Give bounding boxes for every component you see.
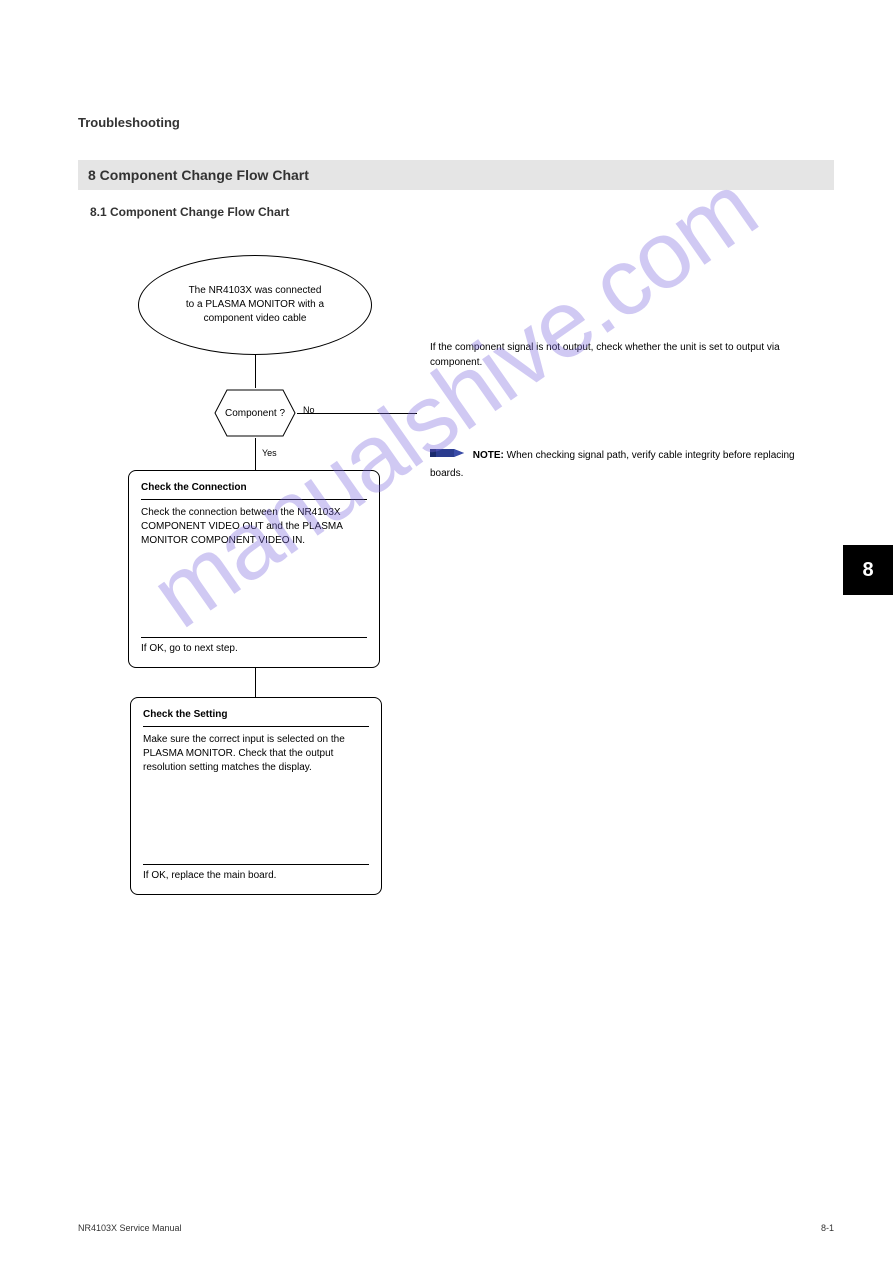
flowchart-start-ellipse: The NR4103X was connected to a PLASMA MO… (138, 255, 372, 355)
pointer-hand-icon (430, 445, 466, 466)
flowchart-decision-hexagon: Component ? (213, 388, 297, 438)
section-header: 8 Component Change Flow Chart (78, 160, 834, 190)
flowchart-connector (255, 668, 256, 697)
flowchart-process-box-2: Check the Setting Make sure the correct … (130, 697, 382, 895)
flowchart-connector (297, 413, 417, 414)
process-box-2-footer: If OK, replace the main board. (143, 864, 369, 883)
section-subtitle: 8.1 Component Change Flow Chart (90, 205, 289, 219)
page-footer: NR4103X Service Manual 8-1 (78, 1223, 834, 1233)
footer-left: NR4103X Service Manual (78, 1223, 182, 1233)
chapter-title: Troubleshooting (78, 115, 180, 130)
flowchart-connector (255, 355, 256, 388)
process-box-2-body: Make sure the correct input is selected … (143, 733, 369, 858)
hexagon-label: Component ? (225, 408, 285, 419)
ellipse-line-1: The NR4103X was connected (189, 284, 322, 298)
ellipse-line-2: to a PLASMA MONITOR with a (186, 298, 324, 312)
process-box-1-body: Check the connection between the NR4103X… (141, 506, 367, 631)
process-box-1-footer: If OK, go to next step. (141, 637, 367, 656)
chapter-side-tab: 8 (843, 545, 893, 595)
branch-label-no: No (303, 405, 315, 415)
flowchart-connector (255, 438, 256, 470)
side-note-1: If the component signal is not output, c… (430, 340, 830, 370)
flowchart-process-box-1: Check the Connection Check the connectio… (128, 470, 380, 668)
side-note-2-prefix: NOTE: (473, 450, 504, 461)
ellipse-line-3: component video cable (204, 312, 307, 326)
process-box-2-title: Check the Setting (143, 708, 369, 727)
side-note-2: NOTE: When checking signal path, verify … (430, 445, 830, 481)
branch-label-yes: Yes (262, 448, 277, 458)
footer-right: 8-1 (821, 1223, 834, 1233)
process-box-1-title: Check the Connection (141, 481, 367, 500)
